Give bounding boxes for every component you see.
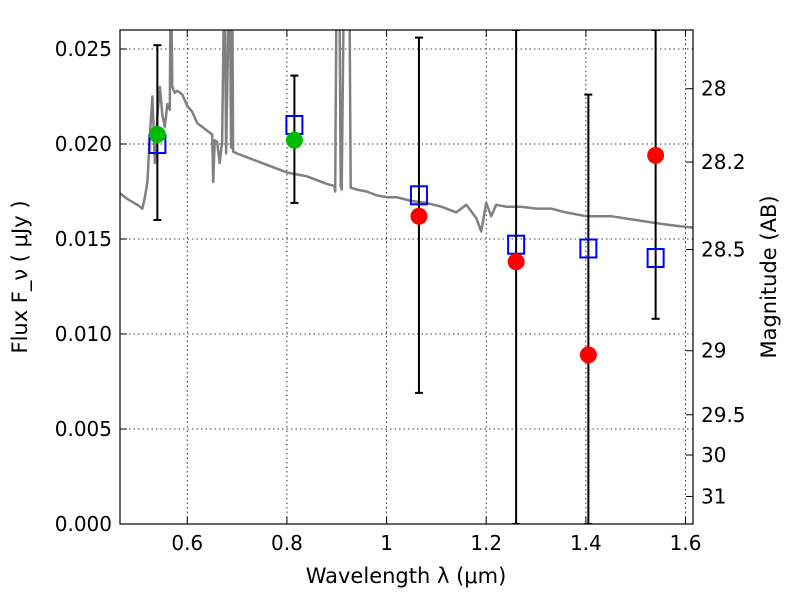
measured-flux-point xyxy=(285,131,303,149)
x-tick-label: 1.6 xyxy=(670,531,702,555)
x-tick-label: 0.6 xyxy=(171,531,203,555)
plot-frame xyxy=(119,29,694,525)
y-axis-label-left: Flux F_ν ( μJy ) xyxy=(8,200,33,353)
model-photometry-square xyxy=(409,185,428,206)
measured-flux-point xyxy=(507,253,525,271)
y-tick-label: 0.020 xyxy=(55,132,112,156)
model-photometry-square xyxy=(646,248,665,268)
y-right-tick-label: 29.5 xyxy=(701,403,746,427)
x-axis-label: Wavelength λ (μm) xyxy=(306,564,507,588)
grid xyxy=(120,30,693,525)
x-tick-label: 0.8 xyxy=(271,531,303,555)
measured-flux-point xyxy=(410,207,428,225)
y-axis-label-right: Magnitude (AB) xyxy=(757,195,781,358)
model-photometry-square xyxy=(579,238,598,259)
measured-flux-point xyxy=(647,146,665,164)
y-tick-label: 0.000 xyxy=(55,512,112,536)
y-tick-label: 0.025 xyxy=(55,37,112,61)
y-tick-label: 0.010 xyxy=(55,322,112,346)
y-right-tick-label: 30 xyxy=(701,443,726,467)
measured-flux-point xyxy=(148,126,166,143)
x-tick-label: 1.4 xyxy=(570,531,602,555)
measured-flux-point xyxy=(579,346,597,364)
y-right-tick-label: 29 xyxy=(701,339,726,363)
y-right-tick-label: 28.2 xyxy=(701,150,746,174)
axes: 0.6 0.8 1 1.2 1.4 1.6 0.000 0.005 0.010 0.015 0.02… xyxy=(55,30,746,555)
x-tick-label: 1 xyxy=(380,531,393,555)
y-right-tick-label: 28 xyxy=(701,77,726,101)
model-sed-line xyxy=(120,30,693,233)
plot-area xyxy=(120,30,693,524)
x-tick-label: 1.2 xyxy=(470,531,502,555)
y-tick-label: 0.005 xyxy=(55,417,112,441)
y-right-tick-label: 31 xyxy=(701,484,726,508)
y-right-tick-label: 28.5 xyxy=(701,237,746,261)
y-tick-label: 0.015 xyxy=(55,227,112,251)
